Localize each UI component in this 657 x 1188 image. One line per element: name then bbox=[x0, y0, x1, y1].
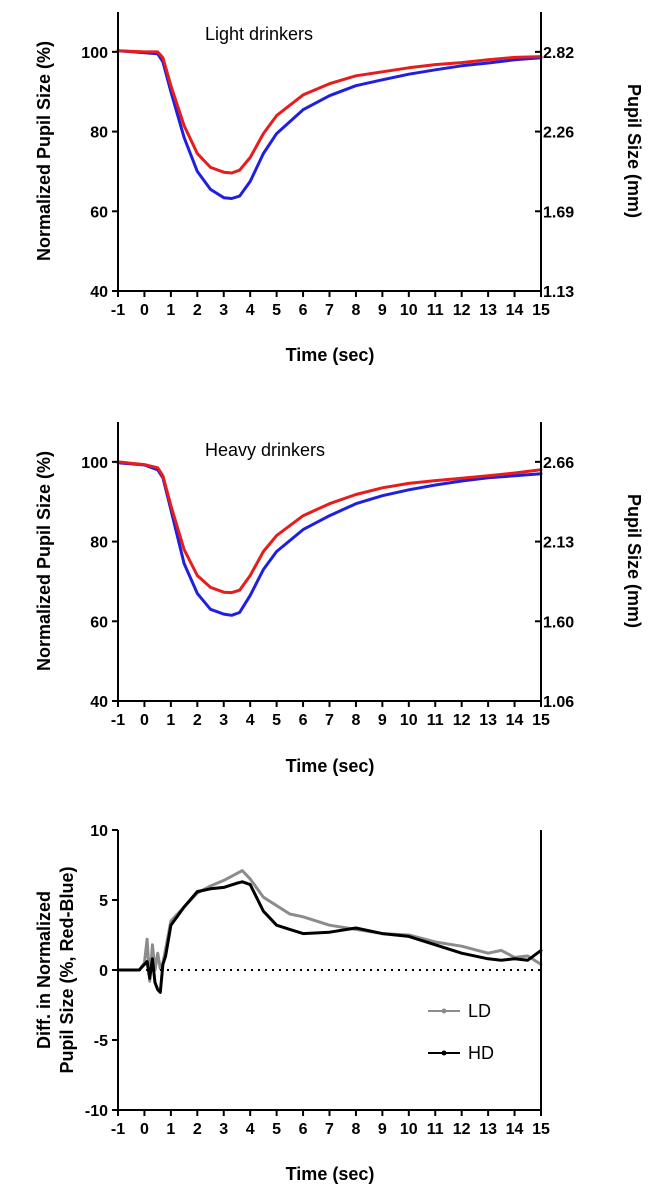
x-tick-label: -1 bbox=[111, 302, 125, 319]
y-tick-label: 100 bbox=[81, 455, 108, 472]
y-tick-label: 60 bbox=[90, 204, 108, 221]
x-tick-label: 11 bbox=[427, 1121, 444, 1138]
x-tick-label: 7 bbox=[325, 712, 334, 729]
x-tick-label: 10 bbox=[400, 712, 418, 729]
x-tick-label: 15 bbox=[532, 302, 550, 319]
y-tick-label: 10 bbox=[90, 823, 108, 840]
x-tick-label: 8 bbox=[351, 302, 360, 319]
x-tick-label: 2 bbox=[193, 302, 202, 319]
x-tick-label: 0 bbox=[140, 712, 149, 729]
y-tick-label: 0 bbox=[99, 963, 108, 980]
x-tick-label: 5 bbox=[272, 712, 281, 729]
series-line-2 bbox=[116, 49, 543, 175]
x-tick-label: 14 bbox=[506, 712, 524, 729]
y-axis-title-line-2: Pupil Size (%, Red-Blue) bbox=[57, 866, 77, 1073]
panel-annotation: Light drinkers bbox=[205, 24, 313, 44]
legend: LD HD bbox=[428, 1001, 494, 1063]
legend-label: HD bbox=[468, 1043, 494, 1063]
y2-tick-label: 2.66 bbox=[543, 455, 574, 472]
x-tick-label: 6 bbox=[299, 712, 308, 729]
y2-axis-title: Pupil Size (mm) bbox=[624, 84, 644, 218]
x-tick-label: 10 bbox=[400, 302, 418, 319]
x-tick-label: 3 bbox=[219, 302, 228, 319]
x-tick-label: 10 bbox=[400, 1121, 418, 1138]
x-tick-label: 4 bbox=[246, 712, 255, 729]
x-tick-label: -1 bbox=[111, 1121, 125, 1138]
x-tick-label: 6 bbox=[299, 1121, 308, 1138]
x-tick-label: 0 bbox=[140, 302, 149, 319]
series-line-1 bbox=[116, 49, 543, 200]
x-tick-label: 15 bbox=[532, 1121, 550, 1138]
y-tick-label: 80 bbox=[90, 535, 108, 552]
y2-tick-label: 2.26 bbox=[543, 125, 574, 142]
y-tick-label: 60 bbox=[90, 614, 108, 631]
series-line-hd bbox=[116, 880, 543, 994]
x-tick-label: 9 bbox=[378, 712, 387, 729]
y-tick-label: 40 bbox=[90, 284, 108, 301]
x-tick-label: -1 bbox=[111, 712, 125, 729]
x-tick-label: 11 bbox=[427, 712, 444, 729]
y2-tick-label: 2.13 bbox=[543, 535, 574, 552]
x-tick-label: 12 bbox=[453, 712, 471, 729]
x-tick-label: 12 bbox=[453, 302, 471, 319]
y2-tick-label: 2.82 bbox=[543, 45, 574, 62]
y2-tick-label: 1.13 bbox=[543, 284, 574, 301]
y2-axis-title: Pupil Size (mm) bbox=[624, 494, 644, 628]
x-tick-label: 4 bbox=[246, 302, 255, 319]
y2-tick-label: 1.06 bbox=[543, 694, 574, 711]
x-tick-label: 14 bbox=[506, 302, 524, 319]
x-tick-label: 5 bbox=[272, 1121, 281, 1138]
y2-tick-label: 1.60 bbox=[543, 614, 574, 631]
y-tick-label: 40 bbox=[90, 694, 108, 711]
x-tick-label: 3 bbox=[219, 1121, 228, 1138]
x-tick-label: 5 bbox=[272, 302, 281, 319]
x-axis-title: Time (sec) bbox=[286, 345, 375, 365]
x-tick-label: 1 bbox=[166, 712, 175, 729]
legend-marker bbox=[441, 1008, 447, 1014]
x-tick-label: 9 bbox=[378, 1121, 387, 1138]
x-tick-label: 14 bbox=[506, 1121, 524, 1138]
legend-marker bbox=[441, 1050, 447, 1056]
x-tick-label: 11 bbox=[427, 302, 444, 319]
x-tick-label: 1 bbox=[166, 1121, 175, 1138]
panel-annotation: Heavy drinkers bbox=[205, 440, 325, 460]
x-tick-label: 9 bbox=[378, 302, 387, 319]
y-tick-label: -10 bbox=[85, 1103, 108, 1120]
x-tick-label: 13 bbox=[479, 1121, 497, 1138]
x-tick-label: 2 bbox=[193, 712, 202, 729]
y2-tick-label: 1.69 bbox=[543, 204, 574, 221]
y-tick-label: 80 bbox=[90, 125, 108, 142]
x-axis-title: Time (sec) bbox=[286, 756, 375, 776]
x-tick-label: 13 bbox=[479, 302, 497, 319]
x-tick-label: 7 bbox=[325, 1121, 334, 1138]
x-tick-label: 0 bbox=[140, 1121, 149, 1138]
x-tick-label: 8 bbox=[351, 1121, 360, 1138]
x-tick-label: 1 bbox=[166, 302, 175, 319]
series-line-ld bbox=[116, 869, 543, 983]
legend-label: LD bbox=[468, 1001, 491, 1021]
x-tick-label: 7 bbox=[325, 302, 334, 319]
x-tick-label: 6 bbox=[299, 302, 308, 319]
x-tick-label: 4 bbox=[246, 1121, 255, 1138]
x-tick-label: 3 bbox=[219, 712, 228, 729]
panel-light-drinkers: -1 0 1 2 3 4 5 6 7 8 9 10 11 12 13 14 154060801001.131.6… bbox=[34, 12, 644, 365]
x-axis-title: Time (sec) bbox=[286, 1164, 375, 1184]
y-axis-title-line-1: Diff. in Normalized bbox=[34, 891, 54, 1049]
x-tick-label: 13 bbox=[479, 712, 497, 729]
x-tick-label: 12 bbox=[453, 1121, 471, 1138]
y-tick-label: 5 bbox=[99, 893, 108, 910]
y-axis-title: Normalized Pupil Size (%) bbox=[34, 41, 54, 261]
y-tick-label: 100 bbox=[81, 45, 108, 62]
series-line-2 bbox=[116, 460, 543, 595]
x-tick-label: 2 bbox=[193, 1121, 202, 1138]
y-axis-title: Normalized Pupil Size (%) bbox=[34, 451, 54, 671]
x-tick-label: 8 bbox=[351, 712, 360, 729]
panel-heavy-drinkers: -1 0 1 2 3 4 5 6 7 8 9 10 11 12 13 14 154060801001.061.6… bbox=[34, 422, 644, 776]
y-tick-label: -5 bbox=[94, 1033, 108, 1050]
x-tick-label: 15 bbox=[532, 712, 550, 729]
